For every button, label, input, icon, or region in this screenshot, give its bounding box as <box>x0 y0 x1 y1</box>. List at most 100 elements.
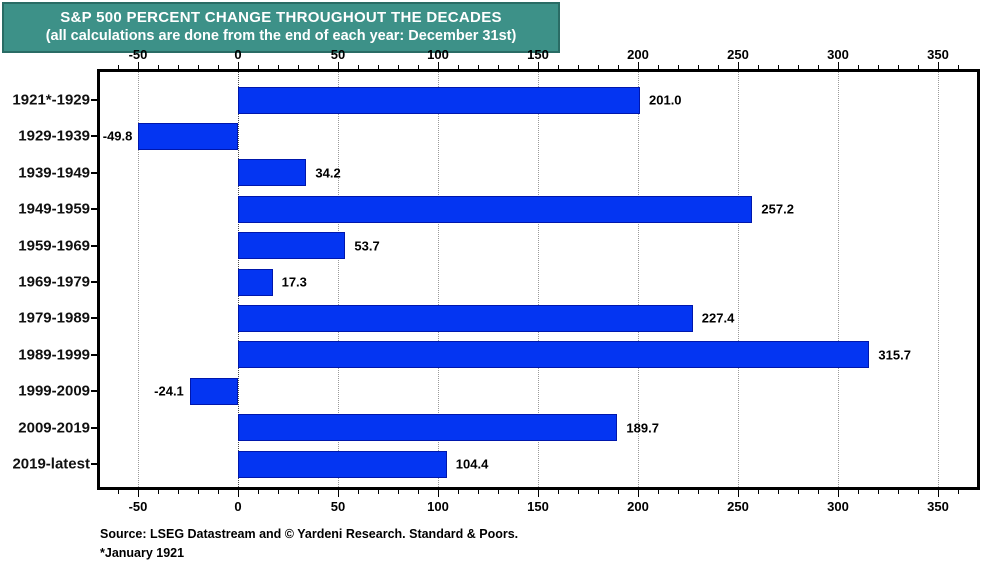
y-axis-category-label-1959-1969: 1959-1969 <box>18 237 90 255</box>
x-axis-minor-tick-bottom <box>818 490 819 494</box>
x-axis-minor-tick-bottom <box>598 490 599 494</box>
x-axis-minor-tick-bottom <box>558 490 559 494</box>
x-axis-major-tick-bottom <box>838 490 839 497</box>
x-axis-minor-tick-top <box>378 65 379 69</box>
chart-title: S&P 500 PERCENT CHANGE THROUGHOUT THE DE… <box>60 9 502 26</box>
y-axis-tick <box>91 390 97 393</box>
y-axis-category-label-1969-1979: 1969-1979 <box>18 273 90 291</box>
x-axis-tick-label-top: 200 <box>627 47 649 62</box>
y-axis-tick <box>91 171 97 174</box>
y-axis-category-label-2019-latest: 2019-latest <box>12 455 90 473</box>
x-axis-minor-tick-bottom <box>518 490 519 494</box>
x-axis-minor-tick-top <box>798 65 799 69</box>
bar-value-label-1999-2009: -24.1 <box>154 383 184 399</box>
x-axis-minor-tick-top <box>418 65 419 69</box>
gridline <box>538 72 539 487</box>
x-axis-minor-tick-top <box>858 65 859 69</box>
x-axis-minor-tick-top <box>398 65 399 69</box>
bar-1979-1989 <box>238 304 693 332</box>
x-axis-minor-tick-top <box>178 65 179 69</box>
footnote: *January 1921 <box>100 546 185 560</box>
x-axis-minor-tick-bottom <box>298 490 299 494</box>
y-axis-tick <box>91 135 97 138</box>
gridline <box>138 72 139 487</box>
y-axis-category-label-2009-2019: 2009-2019 <box>18 419 90 437</box>
x-axis-major-tick-top <box>538 62 539 69</box>
x-axis-minor-tick-top <box>878 65 879 69</box>
chart-header: S&P 500 PERCENT CHANGE THROUGHOUT THE DE… <box>2 2 560 53</box>
x-axis-tick-label-top: 300 <box>827 47 849 62</box>
bar-value-label-1921-1929: 201.0 <box>649 92 682 108</box>
x-axis-minor-tick-bottom <box>258 490 259 494</box>
x-axis-minor-tick-top <box>578 65 579 69</box>
bar-value-label-1959-1969: 53.7 <box>354 238 380 254</box>
x-axis-minor-tick-top <box>318 65 319 69</box>
x-axis-minor-tick-top <box>298 65 299 69</box>
x-axis-major-tick-bottom <box>938 490 939 497</box>
bar-1949-1959 <box>238 195 753 223</box>
bar-1969-1979 <box>238 268 273 296</box>
x-axis-major-tick-bottom <box>238 490 239 497</box>
bar-value-label-1969-1979: 17.3 <box>281 274 307 290</box>
x-axis-minor-tick-top <box>678 65 679 69</box>
bar-value-label-1939-1949: 34.2 <box>315 165 341 181</box>
x-axis-minor-tick-bottom <box>798 490 799 494</box>
x-axis-minor-tick-bottom <box>318 490 319 494</box>
x-axis-minor-tick-top <box>158 65 159 69</box>
x-axis-tick-label-top: 150 <box>527 47 549 62</box>
x-axis-minor-tick-bottom <box>358 490 359 494</box>
y-axis-category-label-1921-1929: 1921*-1929 <box>12 91 90 109</box>
y-axis-category-label-1939-1949: 1939-1949 <box>18 164 90 182</box>
x-axis-tick-label-top: 50 <box>330 47 346 62</box>
x-axis-tick-label-bottom: 50 <box>330 499 346 514</box>
y-axis-category-label-1989-1999: 1989-1999 <box>18 346 90 364</box>
bar-2019-latest <box>238 450 447 478</box>
y-axis-tick <box>91 99 97 101</box>
x-axis-minor-tick-bottom <box>898 490 899 494</box>
x-axis-minor-tick-bottom <box>498 490 499 494</box>
bar-1989-1999 <box>238 341 870 369</box>
gridline <box>638 72 639 487</box>
x-axis-tick-label-top: -50 <box>128 47 148 62</box>
x-axis-tick-label-top: 100 <box>427 47 449 62</box>
x-axis-minor-tick-bottom <box>778 490 779 494</box>
bar-value-label-1989-1999: 315.7 <box>878 347 911 363</box>
x-axis-minor-tick-bottom <box>478 490 479 494</box>
x-axis-minor-tick-bottom <box>658 490 659 494</box>
y-axis-category-label-1999-2009: 1999-2009 <box>18 382 90 400</box>
x-axis-tick-label-top: 250 <box>727 47 749 62</box>
gridline <box>438 72 439 487</box>
x-axis-tick-label-top: 350 <box>927 47 949 62</box>
x-axis-tick-label-bottom: 100 <box>427 499 449 514</box>
x-axis-minor-tick-bottom <box>858 490 859 494</box>
x-axis-major-tick-top <box>138 62 139 69</box>
x-axis-tick-label-top: 0 <box>234 47 242 62</box>
x-axis-major-tick-top <box>438 62 439 69</box>
y-axis-tick <box>91 281 97 283</box>
y-axis-category-label-1949-1959: 1949-1959 <box>18 200 90 218</box>
x-axis-major-tick-top <box>638 62 639 69</box>
bar-value-label-1949-1959: 257.2 <box>761 201 794 217</box>
x-axis-minor-tick-top <box>918 65 919 69</box>
y-axis-tick <box>91 426 97 429</box>
x-axis-tick-label-bottom: 300 <box>827 499 849 514</box>
x-axis-tick-label-bottom: 0 <box>234 499 242 514</box>
x-axis-major-tick-bottom <box>338 490 339 497</box>
x-axis-minor-tick-top <box>818 65 819 69</box>
y-axis-tick <box>91 353 97 356</box>
x-axis-minor-tick-bottom <box>278 490 279 494</box>
x-axis-major-tick-bottom <box>438 490 439 497</box>
y-axis-tick <box>91 208 97 211</box>
x-axis-minor-tick-top <box>518 65 519 69</box>
x-axis-minor-tick-bottom <box>198 490 199 494</box>
x-axis-minor-tick-top <box>118 65 119 69</box>
bar-2009-2019 <box>238 414 618 442</box>
x-axis-minor-tick-bottom <box>458 490 459 494</box>
x-axis-major-tick-bottom <box>638 490 639 497</box>
x-axis-minor-tick-bottom <box>218 490 219 494</box>
bar-1921-1929 <box>238 86 640 114</box>
x-axis-major-tick-top <box>238 62 239 69</box>
x-axis-minor-tick-top <box>198 65 199 69</box>
y-axis-tick <box>91 244 97 247</box>
